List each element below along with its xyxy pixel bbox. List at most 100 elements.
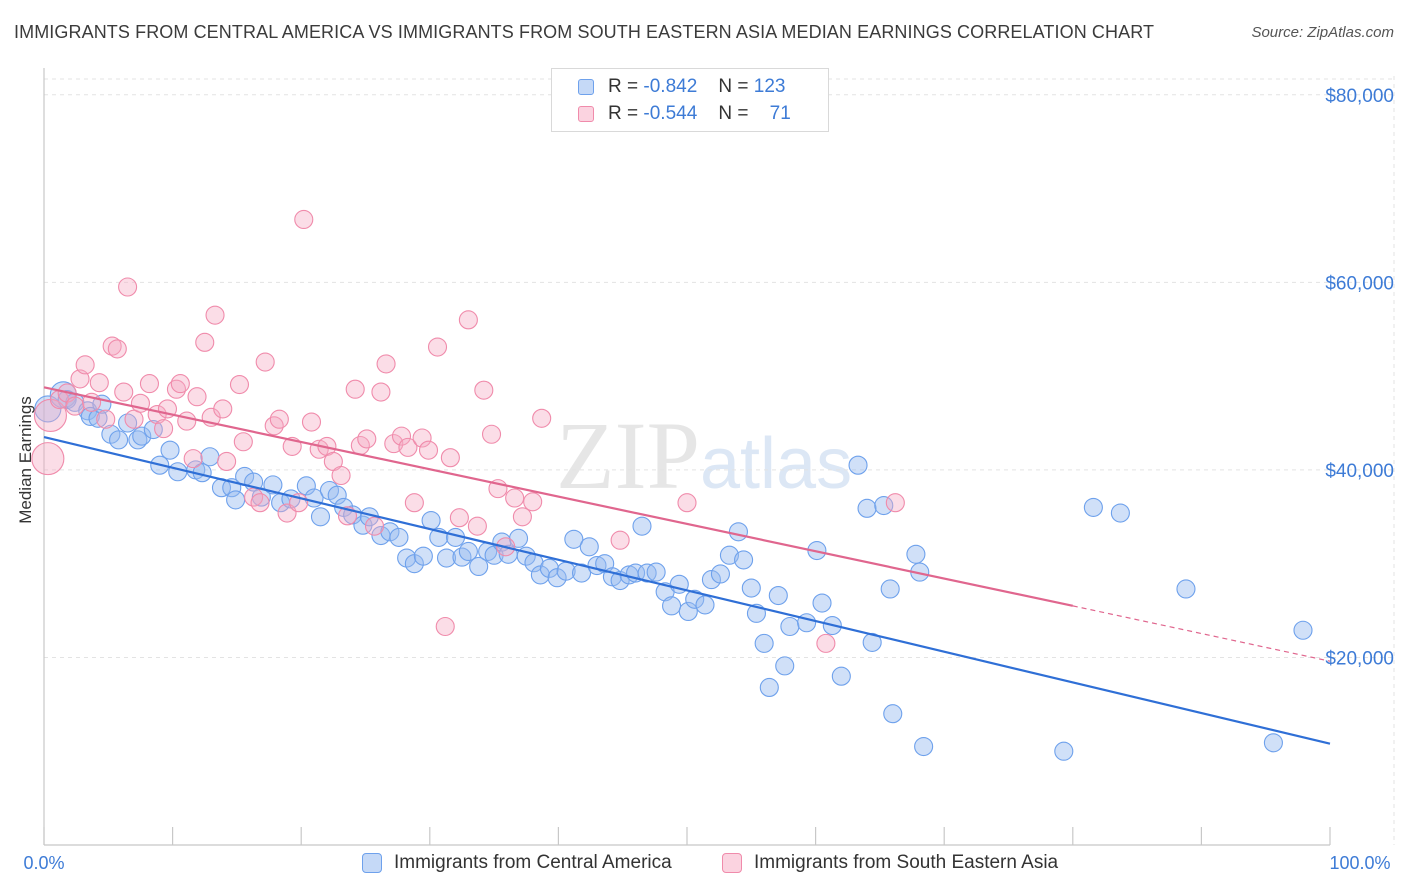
point-south-eastern-asia: [89, 373, 109, 393]
point-south-eastern-asia: [75, 355, 95, 375]
point-central-america: [646, 562, 666, 582]
point-central-america: [1293, 620, 1313, 640]
point-central-america: [710, 564, 730, 584]
point-south-eastern-asia: [65, 396, 85, 416]
series-legend: Immigrants from Central America Immigran…: [0, 852, 1406, 878]
point-central-america: [458, 541, 478, 562]
point-central-america: [128, 430, 148, 450]
point-south-eastern-asia: [418, 440, 439, 460]
point-central-america: [413, 546, 433, 566]
point-central-america: [132, 426, 152, 446]
series-legend-south-eastern-asia[interactable]: Immigrants from South Eastern Asia: [722, 852, 1058, 874]
point-south-eastern-asia: [217, 451, 237, 471]
series-swatch-south-eastern-asia: [722, 853, 742, 873]
point-central-america: [759, 677, 779, 697]
point-central-america: [109, 430, 129, 450]
point-central-america: [780, 616, 800, 637]
legend-r-label: R =: [608, 103, 639, 124]
point-central-america: [831, 666, 851, 686]
point-south-eastern-asia: [474, 380, 494, 400]
y-tick-label: $20,000: [1325, 648, 1394, 669]
point-south-eastern-asia: [294, 209, 314, 230]
point-central-america: [327, 485, 347, 505]
point-south-eastern-asia: [481, 424, 502, 444]
point-south-eastern-asia: [195, 332, 215, 352]
point-south-eastern-asia: [677, 493, 697, 513]
point-south-eastern-asia: [255, 352, 275, 372]
point-south-eastern-asia: [345, 379, 365, 399]
point-south-eastern-asia: [404, 493, 424, 513]
legend-swatch-central-america: [578, 79, 594, 95]
point-central-america: [728, 522, 748, 542]
trend-line-central-america: [43, 435, 1331, 745]
point-central-america: [436, 548, 457, 568]
chart-title: IMMIGRANTS FROM CENTRAL AMERICA VS IMMIG…: [14, 22, 1155, 42]
point-central-america: [883, 704, 903, 724]
point-south-eastern-asia: [114, 382, 134, 402]
point-central-america: [168, 462, 188, 482]
point-south-eastern-asia: [331, 465, 351, 486]
series-swatch-central-america: [362, 853, 382, 873]
legend-n-label: N =: [718, 76, 749, 97]
point-south-eastern-asia: [250, 493, 270, 513]
legend-n-label: N =: [718, 103, 749, 124]
y-tick-label: $60,000: [1325, 273, 1394, 294]
point-central-america: [1263, 733, 1283, 753]
legend-swatch-south-eastern-asia: [578, 106, 594, 122]
point-south-eastern-asia: [467, 516, 487, 536]
point-central-america: [310, 507, 331, 527]
legend-n-value: 123: [753, 76, 786, 97]
point-central-america: [719, 545, 739, 565]
point-south-eastern-asia: [187, 387, 207, 407]
legend-r-value: -0.842: [643, 76, 698, 97]
point-south-eastern-asia: [269, 409, 289, 429]
y-axis-label: Median Earnings: [16, 396, 35, 524]
point-south-eastern-asia: [264, 416, 284, 436]
point-south-eastern-asia: [427, 337, 448, 357]
point-central-america: [754, 633, 774, 653]
point-south-eastern-asia: [816, 633, 836, 653]
point-central-america: [1083, 497, 1103, 517]
point-central-america: [678, 601, 698, 622]
point-south-eastern-asia: [213, 399, 233, 419]
point-central-america: [389, 527, 409, 547]
point-central-america: [848, 455, 868, 475]
point-south-eastern-asia: [384, 434, 404, 454]
point-south-eastern-asia: [170, 374, 190, 394]
legend-row-central-america: R = -0.842 N = 123: [552, 74, 785, 100]
point-south-eastern-asia: [177, 411, 197, 431]
point-central-america: [143, 420, 163, 440]
point-central-america: [632, 516, 652, 536]
point-south-eastern-asia: [532, 408, 552, 428]
point-south-eastern-asia: [166, 379, 187, 399]
point-south-eastern-asia: [398, 437, 418, 457]
series-legend-central-america[interactable]: Immigrants from Central America: [362, 852, 672, 874]
point-central-america: [296, 476, 316, 496]
point-south-eastern-asia: [512, 507, 532, 527]
trend-line-extension: [1072, 605, 1331, 662]
point-central-america: [564, 529, 584, 549]
point-central-america: [741, 578, 761, 598]
legend-n-value: 71: [769, 103, 791, 124]
point-south-eastern-asia: [183, 449, 203, 469]
point-central-america: [662, 596, 682, 616]
point-central-america: [57, 389, 77, 410]
point-south-eastern-asia: [118, 277, 138, 297]
tick-labels: $20,000 $40,000 $60,000 $80,000 0.0% 100.0%: [23, 86, 1394, 873]
point-central-america: [857, 498, 877, 518]
point-south-eastern-asia: [435, 616, 455, 637]
point-south-eastern-asia: [124, 409, 144, 429]
point-south-eastern-asia: [70, 369, 90, 389]
point-south-eastern-asia: [229, 374, 250, 395]
x-tick-label: 100.0%: [1329, 853, 1390, 873]
point-central-america: [734, 550, 754, 570]
point-central-america: [775, 656, 795, 676]
point-south-eastern-asia: [301, 412, 322, 432]
point-south-eastern-asia: [139, 374, 160, 394]
point-central-america: [906, 544, 926, 564]
point-south-eastern-asia: [885, 493, 905, 513]
data-points: [31, 209, 1313, 761]
point-central-america: [226, 490, 246, 510]
point-south-eastern-asia: [107, 339, 127, 359]
chart-source: Source: ZipAtlas.com: [1251, 24, 1394, 41]
